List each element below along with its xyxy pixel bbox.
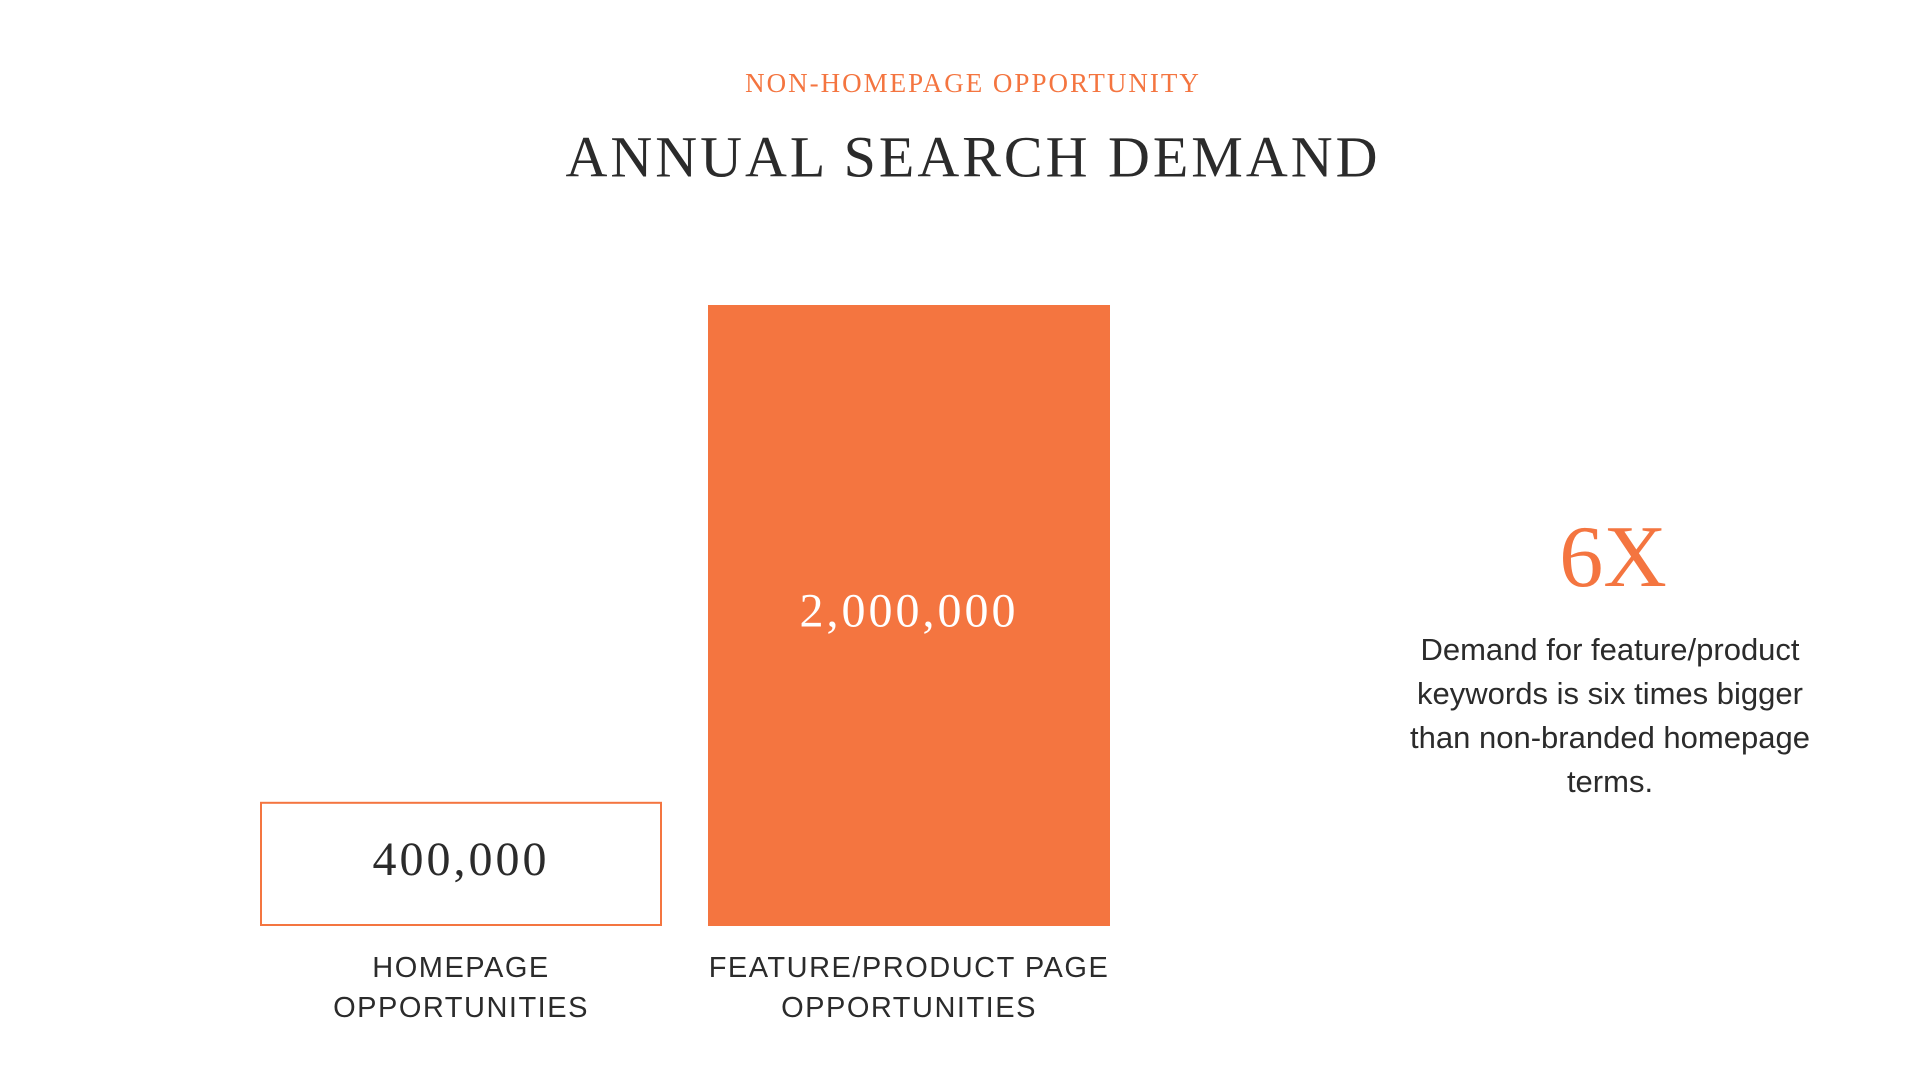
value-label: 400,000 bbox=[373, 833, 550, 886]
bar bbox=[708, 305, 1110, 926]
value-label: 2,000,000 bbox=[800, 585, 1019, 638]
chart-title: ANNUAL SEARCH DEMAND bbox=[565, 124, 1380, 189]
x-tick-label: FEATURE/PRODUCT PAGE OPPORTUNITIES bbox=[708, 952, 1110, 1024]
annotation-text: Demand for feature/product keywords is s… bbox=[1410, 632, 1810, 799]
bar bbox=[260, 801, 662, 926]
x-tick-label: HOMEPAGE OPPORTUNITIES bbox=[333, 952, 589, 1024]
annotation-headline: 6X bbox=[1559, 509, 1667, 606]
chart-subtitle: NON-HOMEPAGE OPPORTUNITY bbox=[745, 68, 1201, 98]
